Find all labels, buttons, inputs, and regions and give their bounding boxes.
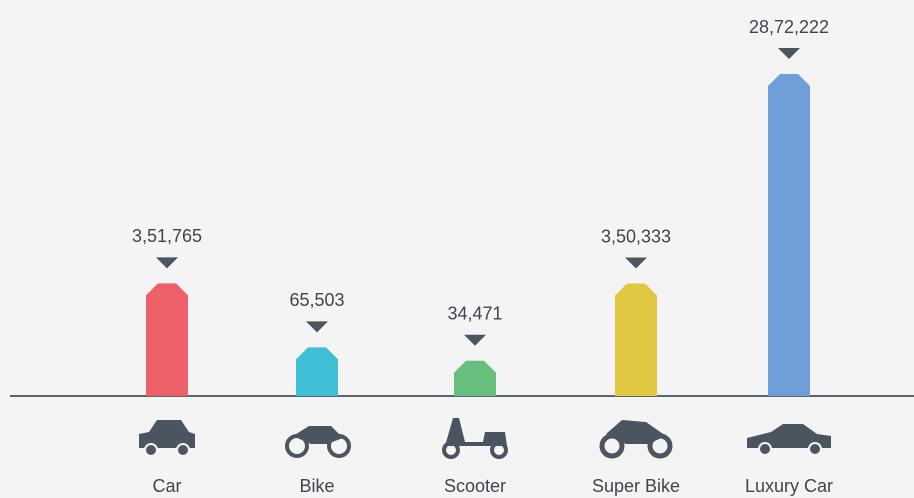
pointer: [778, 48, 800, 59]
pointer: [306, 321, 328, 333]
pointer: [464, 334, 486, 346]
category-label: Bike: [299, 476, 334, 496]
scooter-icon: [442, 418, 508, 459]
category-label: Luxury Car: [745, 476, 833, 496]
category-label: Car: [152, 476, 181, 496]
value-label: 3,50,333: [601, 226, 671, 246]
category-label: Super Bike: [592, 476, 680, 496]
value-label: 65,503: [289, 290, 344, 310]
value-label: 3,51,765: [132, 226, 202, 246]
bar: [615, 283, 657, 396]
category-label: Scooter: [444, 476, 506, 496]
value-label: 34,471: [447, 303, 502, 323]
bar: [768, 74, 810, 396]
car-icon: [139, 420, 195, 457]
bar: [454, 360, 496, 396]
luxury-car-icon: [747, 424, 831, 456]
bar: [296, 347, 338, 396]
value-label: 28,72,222: [749, 17, 829, 37]
super-bike-icon: [599, 420, 673, 459]
bar: [146, 283, 188, 396]
pointer: [625, 257, 647, 269]
pointer: [156, 257, 178, 269]
bike-icon: [285, 426, 351, 458]
